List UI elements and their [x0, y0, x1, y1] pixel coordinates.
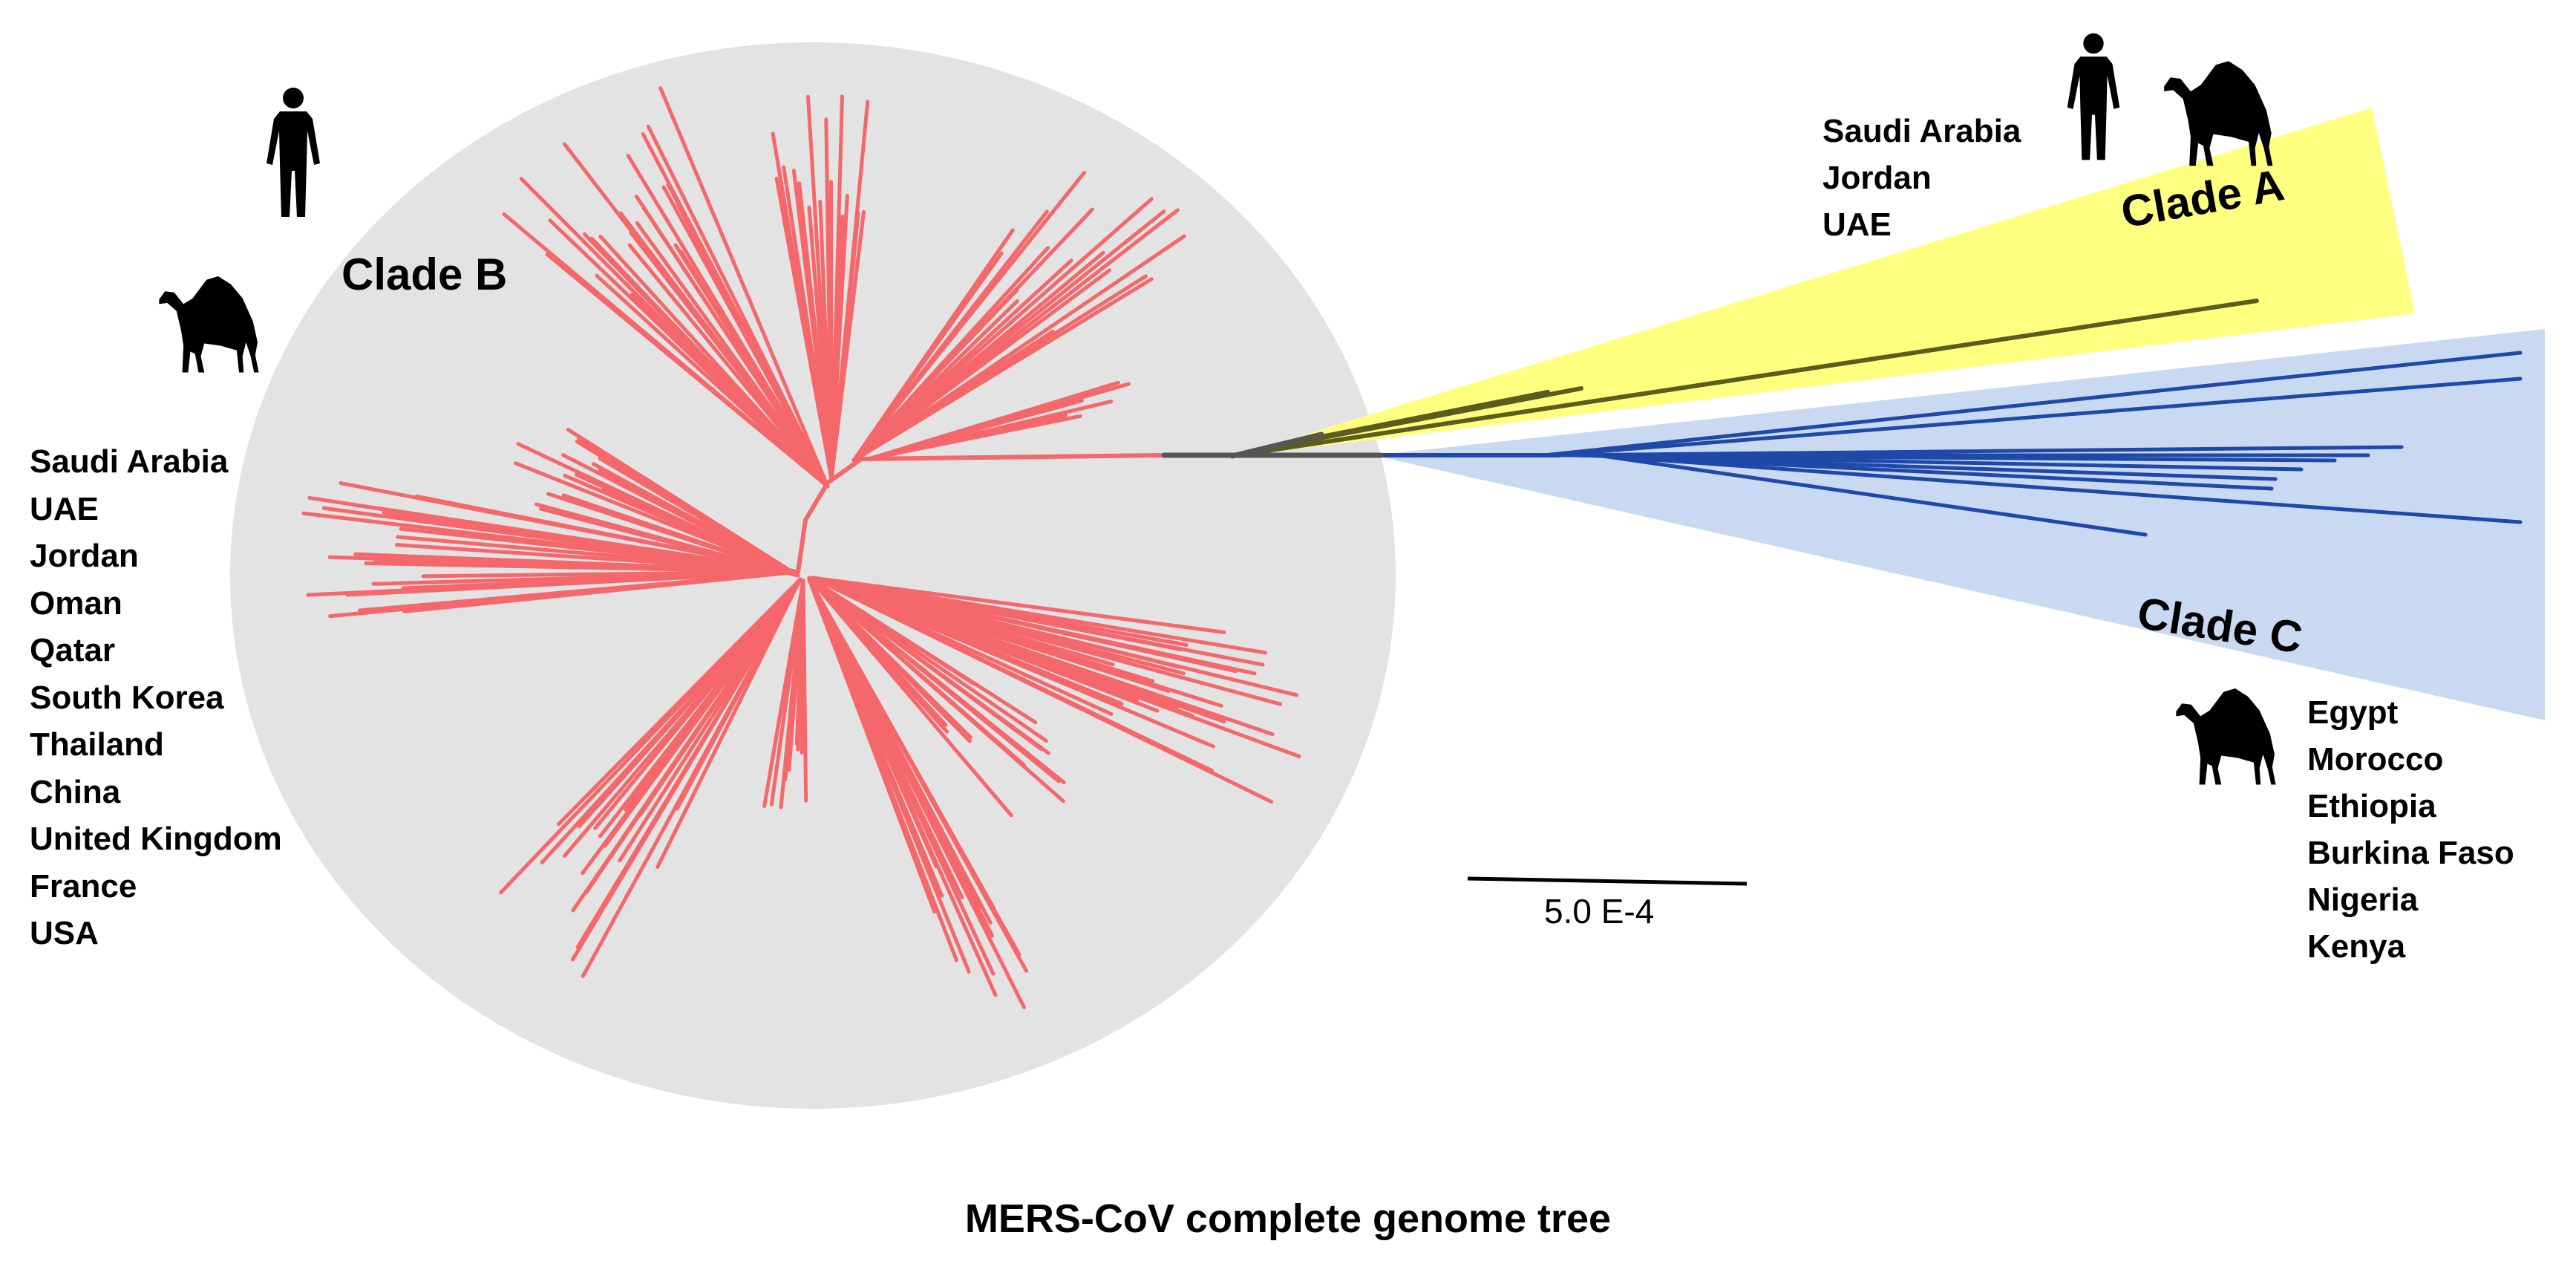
- tree-branch: [840, 583, 1181, 669]
- tree-branch: [1583, 453, 2274, 491]
- clade-a-country-list: Saudi Arabia Jordan UAE: [1823, 108, 2021, 248]
- tree-branch: [353, 552, 790, 573]
- country-item: Kenya: [2307, 928, 2406, 965]
- tree-branch: [566, 427, 798, 576]
- country-item: Jordan: [1823, 160, 1932, 196]
- tree-branch: [843, 584, 1282, 706]
- tree-branch: [821, 580, 1215, 749]
- tree-branch: [860, 170, 1087, 452]
- scale-bar: [1467, 876, 1748, 886]
- human-icon: [267, 88, 320, 217]
- tree-branch: [1548, 377, 2523, 457]
- country-item: Saudi Arabia: [1823, 113, 2021, 149]
- figure-title: MERS-CoV complete genome tree: [964, 1196, 1612, 1241]
- tree-branch: [823, 590, 1026, 767]
- tree-branch: [796, 518, 808, 574]
- country-item: China: [30, 773, 121, 810]
- tree-branch: [646, 124, 819, 466]
- tree-branch: [807, 576, 823, 593]
- clade-b-branches: [301, 86, 1301, 1009]
- tree-branch: [656, 587, 797, 869]
- country-item: Burkina Faso: [2307, 835, 2514, 871]
- clade-b-label: Clade B: [341, 250, 508, 299]
- country-item: Morocco: [2307, 741, 2444, 778]
- camel-icon: [159, 276, 259, 373]
- tree-branch: [817, 583, 1043, 752]
- tree-branch: [811, 576, 1226, 634]
- clade-c-country-list: Egypt Morocco Ethiopia Burkina Faso Nige…: [2307, 689, 2514, 970]
- country-item: Saudi Arabia: [30, 443, 229, 480]
- tree-branch: [827, 579, 1189, 647]
- tree-branch: [809, 584, 937, 914]
- tree-branch: [658, 86, 820, 465]
- country-item: UAE: [1823, 206, 1892, 243]
- tree-branch: [869, 268, 1112, 450]
- tree-branch: [816, 460, 830, 489]
- tree-branch: [820, 578, 1257, 676]
- tree-branch: [782, 165, 831, 469]
- root-stem: [1161, 431, 1384, 459]
- tree-branch: [866, 414, 1082, 461]
- tree-branch: [621, 587, 795, 838]
- tree-branch: [519, 177, 810, 469]
- tree-branch: [556, 509, 782, 573]
- tree-branch: [1230, 299, 2259, 458]
- scale-bar-label: 5.0 E-4: [1544, 892, 1655, 931]
- country-item: Qatar: [30, 632, 115, 668]
- tree-branch: [830, 214, 845, 472]
- tree-branch: [675, 596, 792, 811]
- tree-branch: [861, 277, 1154, 457]
- tree-branch: [516, 442, 784, 570]
- country-item: United Kingdom: [30, 821, 282, 857]
- tree-branch: [866, 197, 1154, 450]
- tree-branch: [859, 453, 1166, 461]
- country-item: Oman: [30, 584, 122, 622]
- tree-branch: [815, 578, 1215, 773]
- tree-branch: [1334, 399, 1517, 437]
- tree-branch: [819, 589, 1013, 818]
- tree-branch: [421, 570, 798, 579]
- clade-a-shading: [1232, 108, 2415, 457]
- tree-branch: [851, 452, 866, 463]
- tree-branch: [601, 579, 802, 910]
- tree-branch: [769, 584, 805, 768]
- tree-branch: [502, 212, 817, 478]
- clade-a-branches: [1230, 299, 2259, 458]
- tree-branch: [307, 495, 777, 570]
- clade-c-shading: [1373, 329, 2545, 720]
- tree-branch: [562, 494, 781, 571]
- tree-branch: [399, 527, 795, 573]
- tree-branch: [1542, 351, 2523, 457]
- tree-branch: [626, 154, 820, 472]
- country-item: Jordan: [30, 538, 139, 574]
- country-item: Thailand: [30, 726, 164, 763]
- tree-branch: [598, 235, 819, 477]
- tree-branch: [328, 570, 789, 619]
- clade-b-country-list: Saudi Arabia UAE Jordan Oman Qatar South…: [30, 438, 282, 957]
- tree-branch: [562, 142, 826, 483]
- country-item: UAE: [30, 490, 99, 527]
- tree-branch: [1595, 453, 2148, 537]
- camel-icon: [2176, 688, 2276, 785]
- tree-branch: [791, 169, 832, 470]
- tree-branch: [824, 117, 834, 469]
- country-item: Egypt: [2307, 694, 2399, 731]
- tree-branch: [562, 595, 788, 858]
- tree-branch: [1589, 453, 2523, 524]
- tree-branch: [820, 586, 1061, 784]
- tree-branch: [557, 581, 798, 827]
- tree-branch: [830, 209, 866, 475]
- country-item: USA: [30, 915, 99, 951]
- country-item: South Korea: [30, 679, 224, 716]
- human-icon: [2067, 33, 2120, 160]
- clade-c-branches: [1371, 351, 2523, 537]
- tree-branch: [803, 480, 830, 522]
- country-item: Nigeria: [2307, 882, 2419, 918]
- country-item: Ethiopia: [2307, 788, 2436, 824]
- country-item: France: [30, 867, 137, 905]
